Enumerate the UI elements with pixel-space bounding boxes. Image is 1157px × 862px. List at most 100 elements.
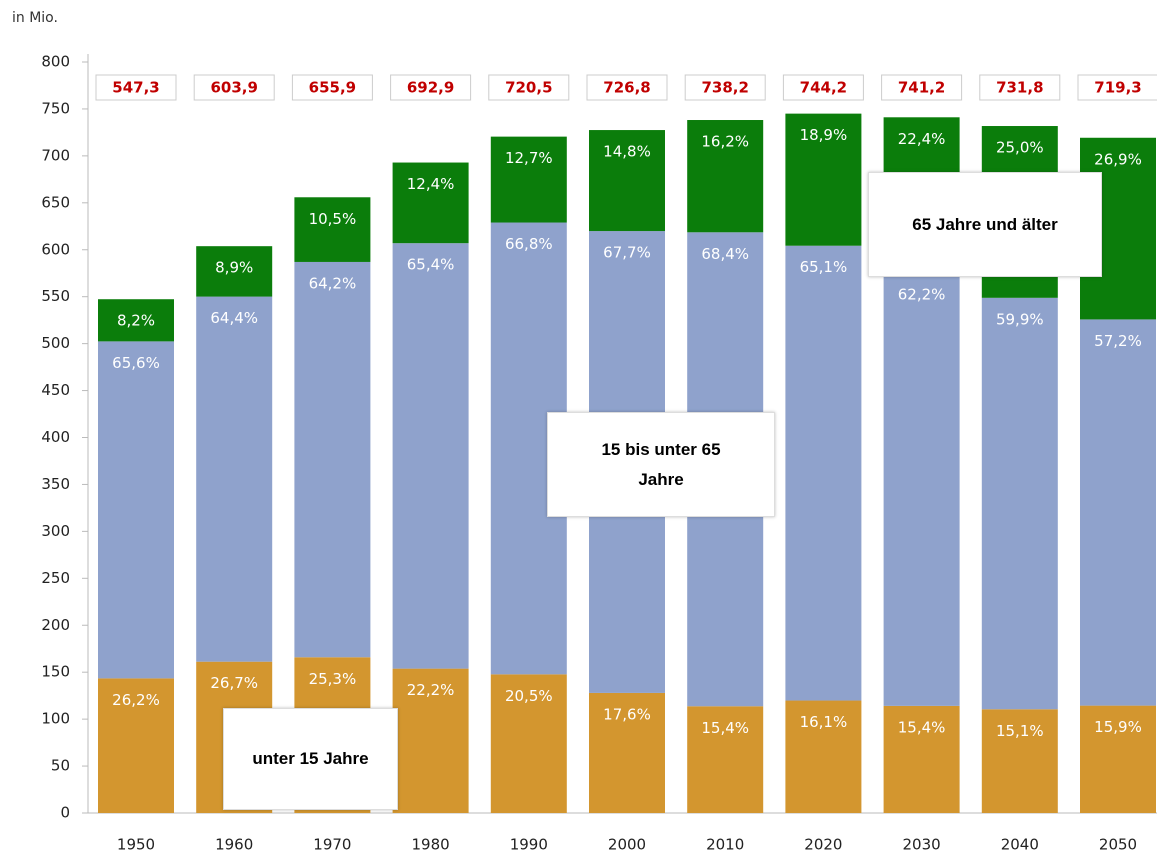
share-label: 64,2% xyxy=(309,274,357,292)
share-label: 18,9% xyxy=(800,126,848,144)
bar-segment xyxy=(294,197,371,262)
share-label: 8,2% xyxy=(117,312,155,330)
bar-segment xyxy=(98,678,174,813)
total-box xyxy=(488,74,570,101)
y-tick-label: 500 xyxy=(41,334,70,352)
bar-segment xyxy=(785,245,862,701)
x-tick-label: 1990 xyxy=(510,836,548,854)
y-tick-label: 300 xyxy=(41,522,70,540)
total-box xyxy=(291,74,373,101)
bar-segment xyxy=(981,297,1058,710)
share-label: 22,4% xyxy=(898,130,946,148)
total-box xyxy=(193,74,275,101)
share-label: 15,9% xyxy=(1094,718,1142,736)
total-box xyxy=(881,74,963,101)
x-tick-label: 2050 xyxy=(1099,836,1137,854)
bar-segment xyxy=(981,709,1058,813)
bar-segment xyxy=(687,706,764,813)
share-label: 15,4% xyxy=(898,718,946,736)
share-label: 25,3% xyxy=(309,670,357,688)
x-tick-label: 2010 xyxy=(706,836,744,854)
share-label: 64,4% xyxy=(210,309,258,327)
x-tick-label: 1950 xyxy=(117,836,155,854)
total-label: 738,2 xyxy=(701,79,748,97)
y-tick-label: 150 xyxy=(41,663,70,681)
y-tick-label: 550 xyxy=(41,287,70,305)
total-label: 741,2 xyxy=(898,79,945,97)
bar-segment xyxy=(196,246,273,297)
y-tick-label: 650 xyxy=(41,193,70,211)
share-label: 25,0% xyxy=(996,139,1044,157)
x-tick-label: 2020 xyxy=(804,836,842,854)
share-label: 10,5% xyxy=(309,210,357,228)
legend-box: unter 15 Jahre xyxy=(223,708,398,810)
y-tick-label: 450 xyxy=(41,381,70,399)
share-label: 65,4% xyxy=(407,256,455,274)
y-axis-label: in Mio. xyxy=(12,10,58,26)
legend-label: 65 Jahre und älter xyxy=(912,214,1058,234)
share-label: 15,1% xyxy=(996,722,1044,740)
bar-segment xyxy=(490,674,567,813)
bar-segment xyxy=(98,299,174,342)
total-box xyxy=(390,74,472,101)
legend-label: unter 15 Jahre xyxy=(252,749,369,768)
legend-box: 15 bis unter 65 Jahre xyxy=(547,412,775,517)
bar-segment xyxy=(98,341,174,679)
total-box xyxy=(586,74,668,101)
share-label: 67,7% xyxy=(603,244,651,262)
share-label: 17,6% xyxy=(603,705,651,723)
share-label: 65,1% xyxy=(800,258,848,276)
share-label: 57,2% xyxy=(1094,332,1142,350)
total-label: 692,9 xyxy=(407,79,454,97)
share-label: 59,9% xyxy=(996,310,1044,328)
y-tick-label: 50 xyxy=(51,757,70,775)
bar-segment xyxy=(490,136,567,223)
share-label: 12,7% xyxy=(505,149,553,167)
bar-segment xyxy=(883,705,960,813)
total-box xyxy=(95,74,177,101)
total-label: 731,8 xyxy=(996,79,1043,97)
x-tick-label: 2000 xyxy=(608,836,646,854)
share-label: 15,4% xyxy=(701,719,749,737)
bar-segment xyxy=(687,120,764,233)
y-tick-label: 200 xyxy=(41,616,70,634)
total-label: 720,5 xyxy=(505,79,552,97)
total-label: 655,9 xyxy=(309,79,356,97)
bar-segment xyxy=(392,243,469,669)
x-tick-label: 2030 xyxy=(903,836,941,854)
bar-segment xyxy=(785,700,862,813)
share-label: 66,8% xyxy=(505,235,553,253)
bar-segment xyxy=(1080,705,1156,813)
total-label: 726,8 xyxy=(603,79,650,97)
y-tick-label: 600 xyxy=(41,240,70,258)
share-label: 22,2% xyxy=(407,681,455,699)
share-label: 12,4% xyxy=(407,175,455,193)
share-label: 8,9% xyxy=(215,259,253,277)
bar-segment xyxy=(294,261,371,658)
total-box xyxy=(1077,74,1157,101)
y-tick-label: 350 xyxy=(41,475,70,493)
share-label: 65,6% xyxy=(112,354,160,372)
x-tick-label: 2040 xyxy=(1001,836,1039,854)
y-tick-label: 0 xyxy=(60,804,70,822)
total-label: 744,2 xyxy=(800,79,847,97)
total-label: 719,3 xyxy=(1094,79,1141,97)
share-label: 26,7% xyxy=(210,674,258,692)
share-label: 16,1% xyxy=(800,713,848,731)
bar-segment xyxy=(392,162,469,244)
bar-segment xyxy=(392,668,469,813)
legend-box: 65 Jahre und älter xyxy=(868,172,1102,277)
share-label: 14,8% xyxy=(603,143,651,161)
y-tick-label: 700 xyxy=(41,146,70,164)
bar-segment xyxy=(589,130,665,232)
y-tick-label: 800 xyxy=(41,53,70,71)
total-box xyxy=(782,74,864,101)
y-tick-label: 750 xyxy=(41,99,70,117)
legend-label: 15 bis unter 65 Jahre xyxy=(601,439,721,489)
x-tick-label: 1970 xyxy=(313,836,351,854)
y-tick-label: 250 xyxy=(41,569,70,587)
x-tick-label: 1980 xyxy=(412,836,450,854)
total-box xyxy=(979,74,1061,101)
